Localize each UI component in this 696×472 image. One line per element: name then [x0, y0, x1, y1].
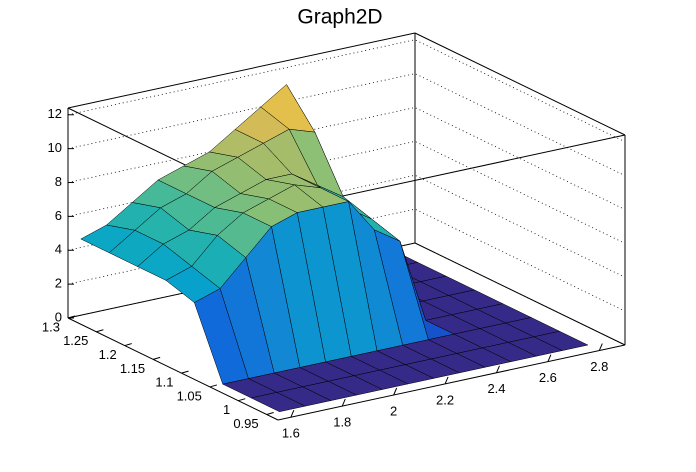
- grid-line: [67, 39, 626, 143]
- y-tick-label: 0.95: [233, 416, 258, 431]
- y-tick: [209, 384, 218, 388]
- x-tick: [496, 365, 500, 373]
- x-axis: [277, 344, 626, 421]
- chart-title: Graph2D: [297, 6, 382, 29]
- x-tick-label: 2.8: [590, 359, 608, 374]
- y-tick: [238, 398, 246, 402]
- x-tick: [393, 387, 398, 396]
- y-tick: [181, 370, 189, 374]
- y-tick-label: 1.25: [63, 333, 88, 348]
- y-tick: [96, 329, 104, 333]
- box-edge: [414, 32, 626, 136]
- x-tick-label: 2.4: [487, 381, 505, 396]
- z-tick-label: 10: [48, 140, 62, 155]
- z-tick-label: 12: [48, 106, 62, 121]
- x-tick: [598, 343, 603, 351]
- z-tick-label: 4: [55, 242, 62, 257]
- y-tick-label: 1.05: [177, 388, 202, 403]
- x-tick-label: 2: [390, 403, 397, 418]
- z-tick-label: 6: [55, 208, 62, 223]
- z-tick-label: 8: [55, 174, 62, 189]
- y-tick: [124, 343, 132, 347]
- z-tick-label: 0: [55, 309, 62, 324]
- x-tick-label: 1.6: [282, 426, 300, 441]
- y-tick: [152, 356, 161, 360]
- y-tick-label: 1: [223, 402, 230, 417]
- x-tick-label: 2.6: [539, 370, 557, 385]
- grid-line: [67, 73, 626, 177]
- z-tick-label: 2: [55, 276, 62, 291]
- surface-cell: [250, 392, 306, 412]
- y-tick-label: 1.3: [42, 319, 60, 334]
- x-tick: [341, 398, 346, 407]
- y-tick-label: 1.1: [155, 375, 173, 390]
- box-edge: [67, 32, 416, 109]
- box-edge: [414, 242, 626, 346]
- y-tick: [67, 315, 76, 319]
- y-tick: [266, 412, 274, 415]
- y-tick-label: 1.15: [120, 361, 145, 376]
- x-tick: [290, 410, 295, 418]
- x-tick: [547, 354, 552, 362]
- x-tick-label: 2.2: [436, 392, 454, 407]
- x-tick-label: 1.8: [333, 415, 351, 430]
- y-axis: [67, 317, 279, 421]
- x-tick: [444, 376, 449, 385]
- y-tick-label: 1.2: [99, 347, 117, 362]
